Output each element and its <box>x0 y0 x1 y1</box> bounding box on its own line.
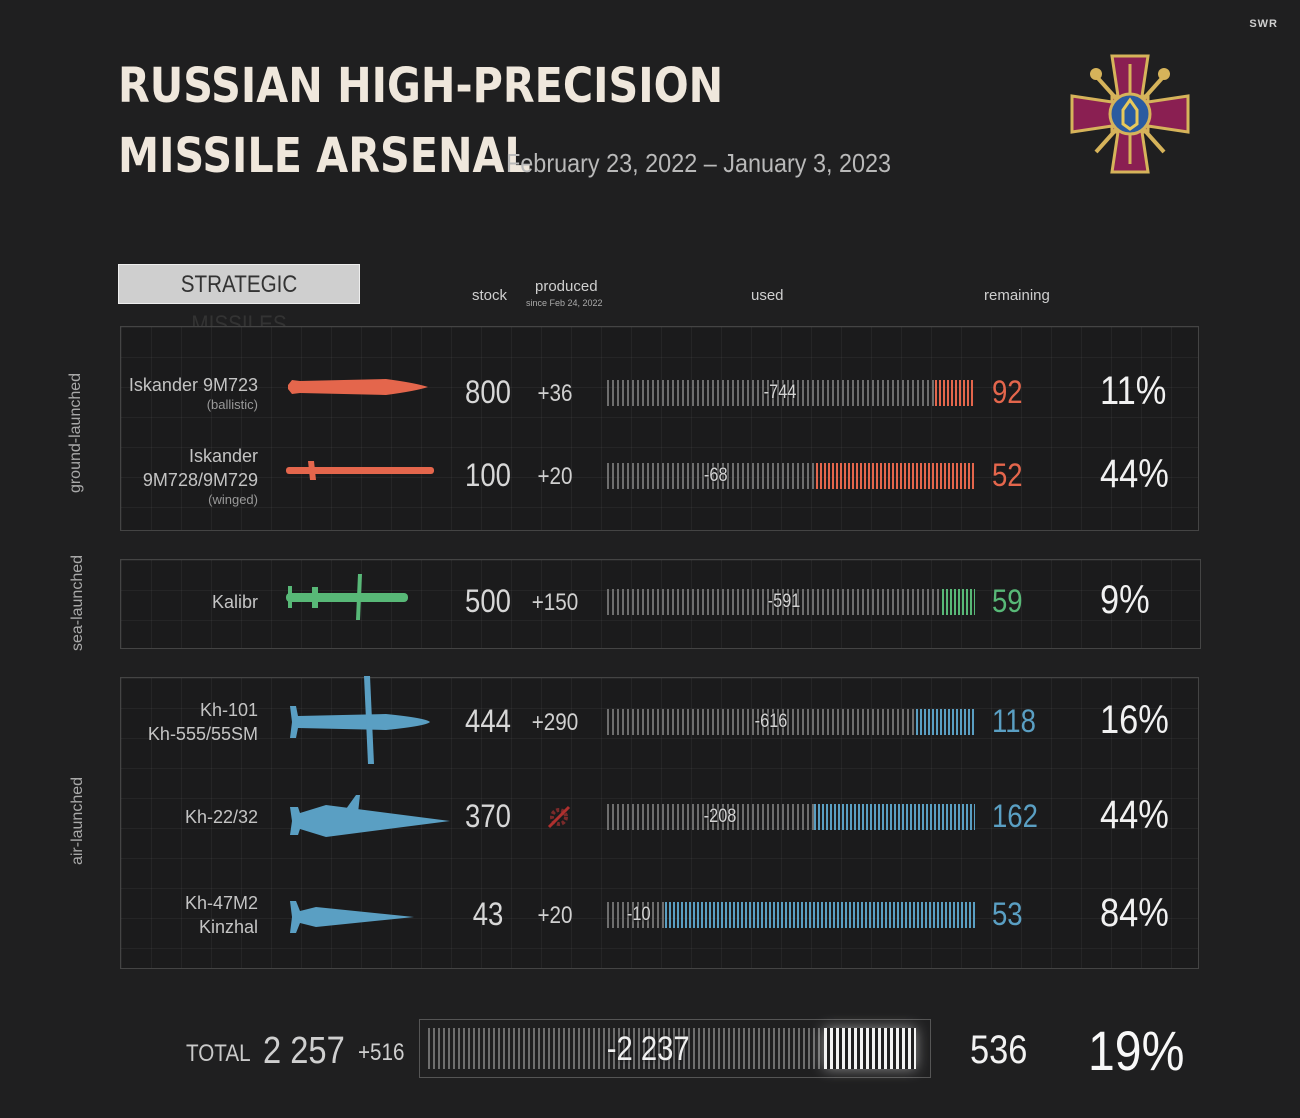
used-bar <box>607 902 665 928</box>
missile-name: Kh-22/32 <box>185 805 258 829</box>
total-produced: +516 <box>358 1039 405 1066</box>
production-stopped-icon <box>547 805 571 829</box>
total-used-label: -2 237 <box>606 1030 690 1068</box>
missile-name: Iskander 9M723 (ballistic) <box>129 373 258 413</box>
kalibr-missile-icon <box>286 574 408 620</box>
column-header-used: used <box>751 287 784 304</box>
remaining-percent: 11% <box>1100 369 1167 413</box>
section-label: STRATEGIC MISSILES <box>118 264 360 338</box>
stock-value: 444 <box>465 703 511 739</box>
used-value: -616 <box>754 711 787 732</box>
used-bar <box>607 709 916 735</box>
kh101-missile-icon <box>290 676 430 764</box>
used-value: -208 <box>703 806 736 827</box>
remaining-value: 92 <box>992 374 1023 410</box>
used-value: -68 <box>703 465 728 486</box>
used-value: -10 <box>626 904 651 925</box>
stock-value: 100 <box>465 457 511 493</box>
remaining-percent: 9% <box>1100 578 1150 622</box>
used-bar <box>607 804 814 830</box>
used-bar <box>607 380 935 406</box>
stock-value: 500 <box>465 583 511 619</box>
remaining-value: 59 <box>992 583 1023 619</box>
total-bar: -2 237 <box>419 1019 931 1078</box>
ukraine-armed-forces-emblem-icon <box>1070 54 1190 174</box>
kh22-missile-icon <box>290 795 450 837</box>
remaining-bar <box>942 589 975 615</box>
missile-name: Kh-47M2 Kinzhal <box>185 891 258 939</box>
usage-bar: -744 <box>607 380 975 406</box>
used-bar <box>607 589 942 615</box>
remaining-bar <box>816 463 975 489</box>
missile-subtype: (ballistic) <box>206 396 258 412</box>
missile-name: Kalibr <box>212 590 258 614</box>
missile-name-line2: Kh-555/55SM <box>147 724 258 744</box>
produced-value: +150 <box>531 589 579 616</box>
usage-bar: -68 <box>607 463 975 489</box>
brand-logo: SWR <box>1249 18 1278 30</box>
missile-name: Iskander 9M728/9M729 (winged) <box>143 444 258 508</box>
missile-name-line1: Iskander 9M723 <box>128 374 258 395</box>
title-line-1: RUSSIAN HIGH-PRECISION <box>118 58 724 114</box>
cruise-missile-icon <box>286 461 434 480</box>
date-range: February 23, 2022 – January 3, 2023 <box>506 148 892 178</box>
missile-name-line2: Kinzhal <box>198 917 258 937</box>
missile-name-line1: Kh-47M2 <box>184 893 258 913</box>
remaining-bar <box>665 902 975 928</box>
missile-name-line1: Kh-101 <box>199 700 258 720</box>
used-bar <box>607 463 816 489</box>
usage-bar: -591 <box>607 589 975 615</box>
missile-name-line1: Kh-22/32 <box>184 807 258 827</box>
remaining-percent: 16% <box>1100 698 1169 742</box>
usage-bar: -208 <box>607 804 975 830</box>
usage-bar: -10 <box>607 902 975 928</box>
stock-value: 370 <box>465 798 511 834</box>
stock-value: 800 <box>465 374 511 410</box>
remaining-percent: 44% <box>1100 793 1169 837</box>
ballistic-missile-icon <box>288 379 428 395</box>
remaining-value: 53 <box>992 896 1023 932</box>
missile-name-line1: Iskander <box>188 445 258 466</box>
column-header-remaining: remaining <box>984 287 1050 304</box>
total-percent: 19% <box>1088 1019 1185 1082</box>
panel-ground-launched <box>120 326 1199 531</box>
produced-value: +20 <box>537 902 573 929</box>
missile-name-line2: 9M728/9M729 <box>142 469 258 490</box>
total-stock: 2 257 <box>263 1030 345 1072</box>
total-remaining-bar <box>824 1028 916 1069</box>
missile-name: Kh-101 Kh-555/55SM <box>148 698 258 746</box>
stock-value: 43 <box>472 896 504 932</box>
total-remaining: 536 <box>970 1028 1028 1072</box>
remaining-bar <box>814 804 975 830</box>
group-label-sea-launched: sea-launched <box>69 554 86 652</box>
missile-name-line1: Kalibr <box>211 592 258 612</box>
kinzhal-missile-icon <box>290 901 414 933</box>
group-label-air-launched: air-launched <box>69 776 86 866</box>
remaining-percent: 44% <box>1100 452 1169 496</box>
column-header-produced-sub: since Feb 24, 2022 <box>526 298 603 308</box>
total-used-bar <box>428 1028 820 1069</box>
produced-value: +20 <box>537 463 573 490</box>
column-header-produced: produced <box>535 278 598 295</box>
missile-subtype: (winged) <box>208 491 258 507</box>
remaining-value: 118 <box>992 703 1036 739</box>
used-value: -744 <box>763 382 797 403</box>
remaining-value: 162 <box>992 798 1038 834</box>
total-label: TOTAL <box>186 1040 251 1067</box>
remaining-value: 52 <box>992 457 1023 493</box>
remaining-bar <box>935 380 975 406</box>
remaining-bar <box>916 709 975 735</box>
produced-value: +290 <box>531 709 579 736</box>
remaining-percent: 84% <box>1100 891 1169 935</box>
produced-value: +36 <box>537 380 573 407</box>
usage-bar: -616 <box>607 709 975 735</box>
title-line-2: MISSILE ARSENAL <box>118 128 531 184</box>
used-value: -591 <box>767 591 800 612</box>
column-header-stock: stock <box>472 287 508 304</box>
panel-sea-launched <box>120 559 1201 649</box>
